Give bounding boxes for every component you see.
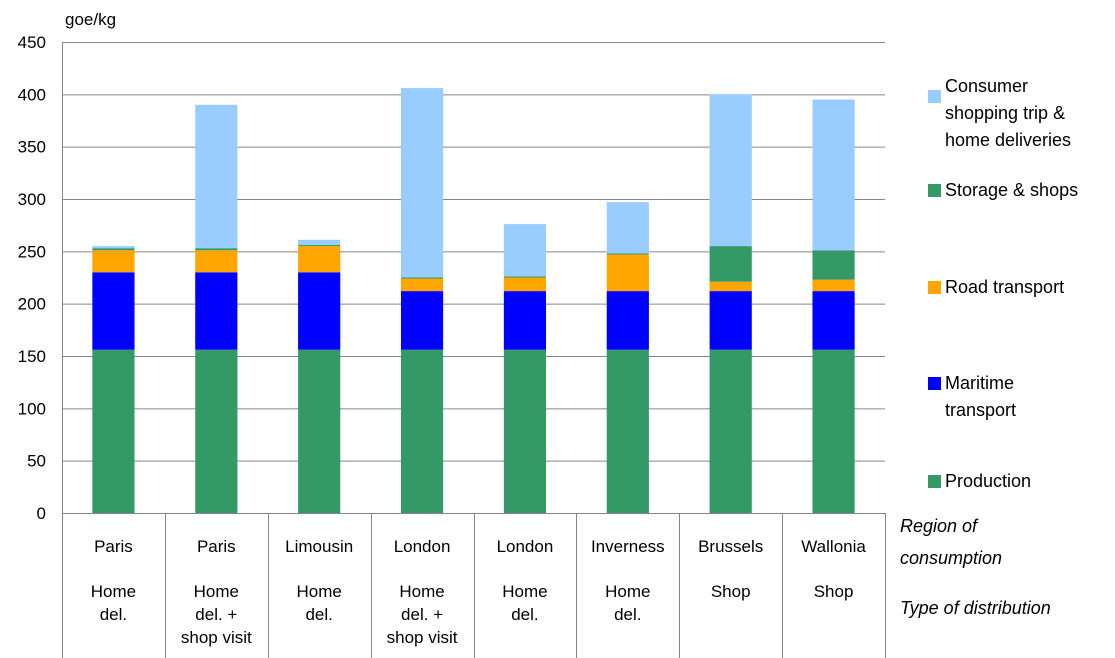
bar-segment [606, 254, 649, 292]
bar-segment [606, 291, 649, 350]
legend-swatch [928, 377, 941, 390]
legend-label: Storage & shops [945, 180, 1078, 200]
y-tick-label: 450 [18, 33, 46, 52]
bar-segment [709, 291, 752, 350]
y-tick-label: 150 [18, 347, 46, 366]
bar-segment [606, 202, 649, 254]
y-axis-label: goe/kg [65, 10, 116, 29]
region-row-label: Region of [900, 516, 979, 536]
bar-segment [195, 272, 238, 350]
gridlines [62, 42, 885, 462]
region-label: London [394, 537, 451, 556]
axes [62, 42, 886, 658]
row-labels: Region of consumption Type of distribution [900, 516, 1051, 618]
bar-segment [812, 99, 855, 251]
region-label: Brussels [698, 537, 763, 556]
legend-label: transport [945, 400, 1016, 420]
y-tick-label: 0 [37, 504, 46, 523]
bar-segment [606, 349, 649, 513]
legend-label: Production [945, 471, 1031, 491]
legend-swatch [928, 90, 941, 103]
bar-segment [709, 94, 752, 247]
bar-segment [503, 277, 547, 292]
region-label: Paris [94, 537, 133, 556]
legend-swatch [928, 281, 941, 294]
bar-segment [812, 349, 855, 513]
distribution-label: shop visit [181, 628, 252, 647]
distribution-label: del. + [195, 605, 237, 624]
legend: Consumer shopping trip & home deliveries St… [928, 76, 1078, 491]
legend-label: home deliveries [945, 130, 1071, 150]
distribution-label: Home [605, 582, 650, 601]
bar-segment [400, 349, 444, 513]
distribution-label: Home [91, 582, 136, 601]
bar-segment [92, 272, 135, 350]
bar-segment [400, 291, 444, 350]
legend-label: shopping trip & [945, 103, 1065, 123]
distribution-label: Home [399, 582, 444, 601]
y-tick-label: 50 [27, 452, 46, 471]
bars [92, 88, 855, 513]
bar-segment [195, 248, 238, 251]
bar-segment [92, 349, 135, 513]
bar-segment [503, 224, 547, 277]
y-tick-label: 100 [18, 399, 46, 418]
bar-segment [92, 246, 135, 249]
bar-segment [298, 349, 341, 513]
distribution-label: Home [297, 582, 342, 601]
bar-segment [606, 253, 649, 255]
bar-segment [298, 239, 341, 246]
bar-segment [92, 250, 135, 273]
region-label: Limousin [285, 537, 353, 556]
distribution-label: Shop [711, 582, 751, 601]
legend-label: Road transport [945, 277, 1064, 297]
distribution-label: del. [614, 605, 641, 624]
bar-segment [503, 291, 547, 350]
bar-segment [195, 104, 238, 249]
region-label: Wallonia [801, 537, 866, 556]
y-axis-ticks: 0 50 100 150 200 250 300 350 400 450 [18, 33, 46, 523]
y-tick-label: 400 [18, 85, 46, 104]
y-tick-label: 200 [18, 295, 46, 314]
distribution-label: del. + [401, 605, 443, 624]
bar-segment [503, 276, 547, 278]
distribution-label: shop visit [387, 628, 458, 647]
region-row-label: consumption [900, 548, 1002, 568]
region-label: Paris [197, 537, 236, 556]
distribution-label: Home [194, 582, 239, 601]
legend-swatch [928, 475, 941, 488]
bar-segment [709, 246, 752, 282]
bar-segment [400, 277, 444, 279]
region-label: Inverness [591, 537, 665, 556]
distribution-label: Home [502, 582, 547, 601]
region-label: London [497, 537, 554, 556]
distribution-row-label: Type of distribution [900, 598, 1051, 618]
bar-segment [709, 281, 752, 292]
y-tick-label: 250 [18, 242, 46, 261]
y-tick-label: 350 [18, 138, 46, 157]
distribution-label: del. [100, 605, 127, 624]
legend-label: Consumer [945, 76, 1028, 96]
bar-segment [400, 88, 444, 278]
bar-segment [195, 250, 238, 273]
bar-segment [298, 246, 341, 273]
bar-segment [298, 272, 341, 350]
distribution-label: del. [305, 605, 332, 624]
bar-segment [298, 245, 341, 247]
bar-segment [195, 349, 238, 513]
bar-segment [400, 278, 444, 292]
x-axis-categories: Paris Home del. Paris Home del. + shop visit Li… [91, 537, 867, 647]
bar-segment [812, 250, 855, 280]
distribution-label: Shop [814, 582, 854, 601]
bar-segment [812, 291, 855, 350]
distribution-label: del. [511, 605, 538, 624]
bar-segment [709, 349, 752, 513]
bar-segment [503, 349, 547, 513]
legend-label: Maritime [945, 373, 1014, 393]
bar-segment [92, 248, 135, 251]
legend-swatch [928, 184, 941, 197]
y-tick-label: 300 [18, 190, 46, 209]
bar-segment [812, 279, 855, 292]
